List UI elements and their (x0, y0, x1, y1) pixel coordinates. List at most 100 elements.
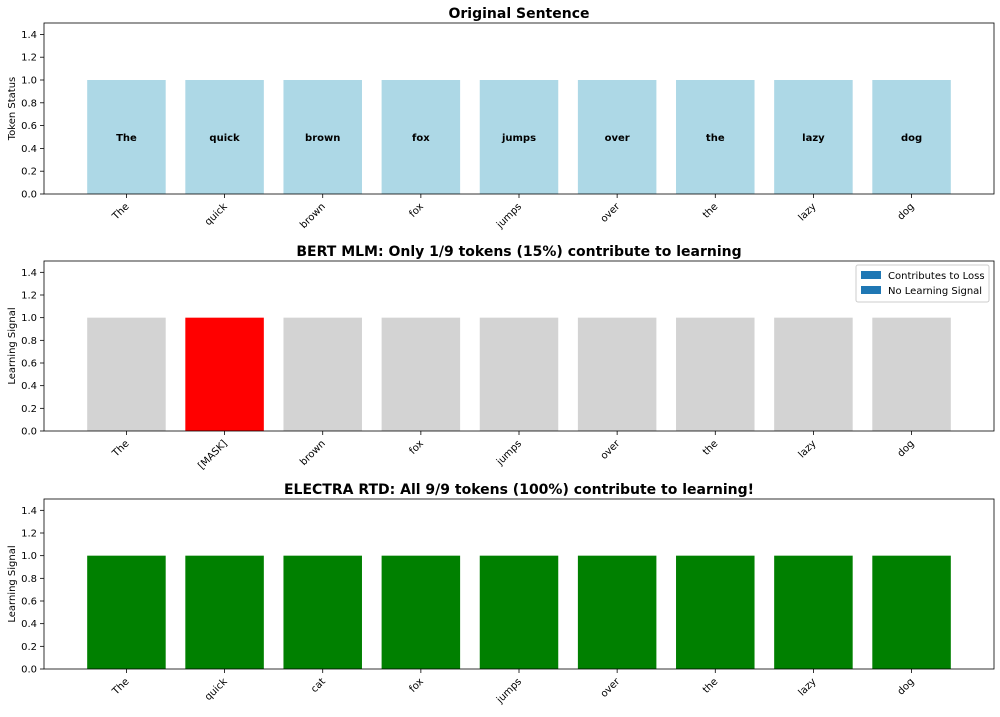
y-tick-label: 0.4 (21, 381, 37, 392)
y-tick-label: 0.8 (21, 574, 37, 585)
bar-jumps (479, 555, 559, 669)
bar-the (676, 555, 755, 669)
x-tick-label: The (110, 438, 132, 460)
x-tick-label: The (110, 676, 132, 698)
x-tick-label: fox (407, 438, 426, 457)
bar-dog (872, 80, 951, 194)
bar-label: dog (901, 133, 922, 144)
bar-label: The (116, 133, 137, 144)
subplot-3: 0.0 0.2 0.4 0.6 0.8 1.0 1.2 1.4 The quick cat fox ju… (7, 482, 995, 706)
y-tick-label: 1.4 (21, 268, 37, 279)
x-tick-label: dog (896, 676, 917, 697)
bar-label: fox (412, 133, 430, 144)
bar-the (87, 317, 166, 431)
x-tick-label: fox (407, 676, 426, 695)
y-tick-label: 0.2 (21, 167, 37, 178)
x-tick-label: the (701, 438, 720, 457)
bar-fox (381, 317, 461, 431)
y-tick-label: 0.6 (21, 121, 37, 132)
y-tick-label: 0.0 (21, 665, 37, 676)
legend: Contributes to Loss No Learning Signal (855, 264, 990, 303)
bar-the (676, 80, 755, 194)
bar-over (577, 555, 657, 669)
bar-label: jumps (501, 133, 536, 144)
x-tick-label: jumps (494, 676, 524, 706)
bar-fox (381, 555, 461, 669)
y-tick-label: 0.4 (21, 619, 37, 630)
bar-quick (185, 555, 264, 669)
y-tick-label: 0.2 (21, 404, 37, 415)
y-tick-label: 1.2 (21, 291, 37, 302)
axes-frame (43, 498, 995, 670)
x-tick-label: lazy (797, 438, 819, 460)
bar-label: the (706, 133, 725, 144)
bar-fox (381, 80, 461, 194)
y-tick-label: 1.4 (21, 30, 37, 41)
bar-lazy (774, 555, 853, 669)
subplot-1: 0.0 0.2 0.4 0.6 0.8 1.0 1.2 1.4 The quick brown fox… (7, 6, 995, 231)
x-tick-label: quick (203, 676, 230, 703)
x-tick-label: over (599, 438, 623, 462)
x-tick-label: the (701, 201, 720, 220)
x-tick-label: lazy (797, 676, 819, 698)
legend-entry: No Learning Signal (888, 286, 982, 297)
bar-label: brown (305, 133, 340, 144)
y-tick-label: 1.2 (21, 53, 37, 64)
x-tick-label: quick (203, 201, 230, 228)
bar-the (87, 555, 166, 669)
y-tick-label: 1.2 (21, 529, 37, 540)
bar-brown (283, 317, 362, 431)
x-tick-label: over (599, 676, 623, 700)
legend-swatch (861, 271, 881, 279)
y-tick-label: 1.0 (21, 76, 37, 87)
bar-over (577, 317, 657, 431)
x-tick-label: cat (309, 676, 328, 695)
x-tick-label: brown (298, 201, 328, 231)
y-tick-label: 1.0 (21, 313, 37, 324)
x-tick-label: brown (298, 438, 328, 468)
y-tick-label: 0.6 (21, 359, 37, 370)
y-tick-label: 1.0 (21, 551, 37, 562)
bar-jumps (479, 317, 559, 431)
y-tick-label: 0.8 (21, 98, 37, 109)
subplot-2: 0.0 0.2 0.4 0.6 0.8 1.0 1.2 1.4 The [MASK] brown fo… (7, 244, 995, 472)
bar-over (577, 80, 657, 194)
x-tick-label: fox (407, 201, 426, 220)
bar-brown (283, 80, 362, 194)
bar-label: quick (209, 133, 240, 144)
x-tick-label: jumps (494, 438, 524, 468)
bar-the (87, 80, 166, 194)
y-tick-label: 0.0 (21, 427, 37, 438)
bar-label: lazy (802, 133, 825, 144)
y-tick-label: 0.2 (21, 642, 37, 653)
bar-dog (872, 317, 951, 431)
y-axis-label: Token Status (7, 77, 18, 142)
x-tick-label: lazy (797, 201, 819, 223)
x-tick-label: dog (896, 201, 917, 222)
y-tick-label: 1.4 (21, 506, 37, 517)
y-axis-label: Learning Signal (7, 307, 18, 384)
y-tick-label: 0.6 (21, 597, 37, 608)
x-tick-label: [MASK] (196, 438, 229, 471)
bar-lazy (774, 317, 853, 431)
bar-the (676, 317, 755, 431)
x-tick-label: jumps (494, 201, 524, 231)
x-tick-label: The (110, 201, 132, 223)
subplot-title: Original Sentence (448, 6, 589, 22)
bar-lazy (774, 80, 853, 194)
y-axis-label: Learning Signal (7, 545, 18, 622)
bar-cat (283, 555, 362, 669)
bar-quick (185, 80, 264, 194)
axes-frame (43, 260, 995, 432)
bar-dog (872, 555, 951, 669)
y-tick-label: 0.4 (21, 144, 37, 155)
y-tick-label: 0.8 (21, 336, 37, 347)
x-tick-label: dog (896, 438, 917, 459)
subplot-title: ELECTRA RTD: All 9/9 tokens (100%) contr… (284, 482, 754, 498)
bar-mask (185, 317, 264, 431)
x-tick-label: the (701, 676, 720, 695)
axes-frame (43, 22, 995, 195)
subplot-title: BERT MLM: Only 1/9 tokens (15%) contribu… (296, 244, 741, 260)
